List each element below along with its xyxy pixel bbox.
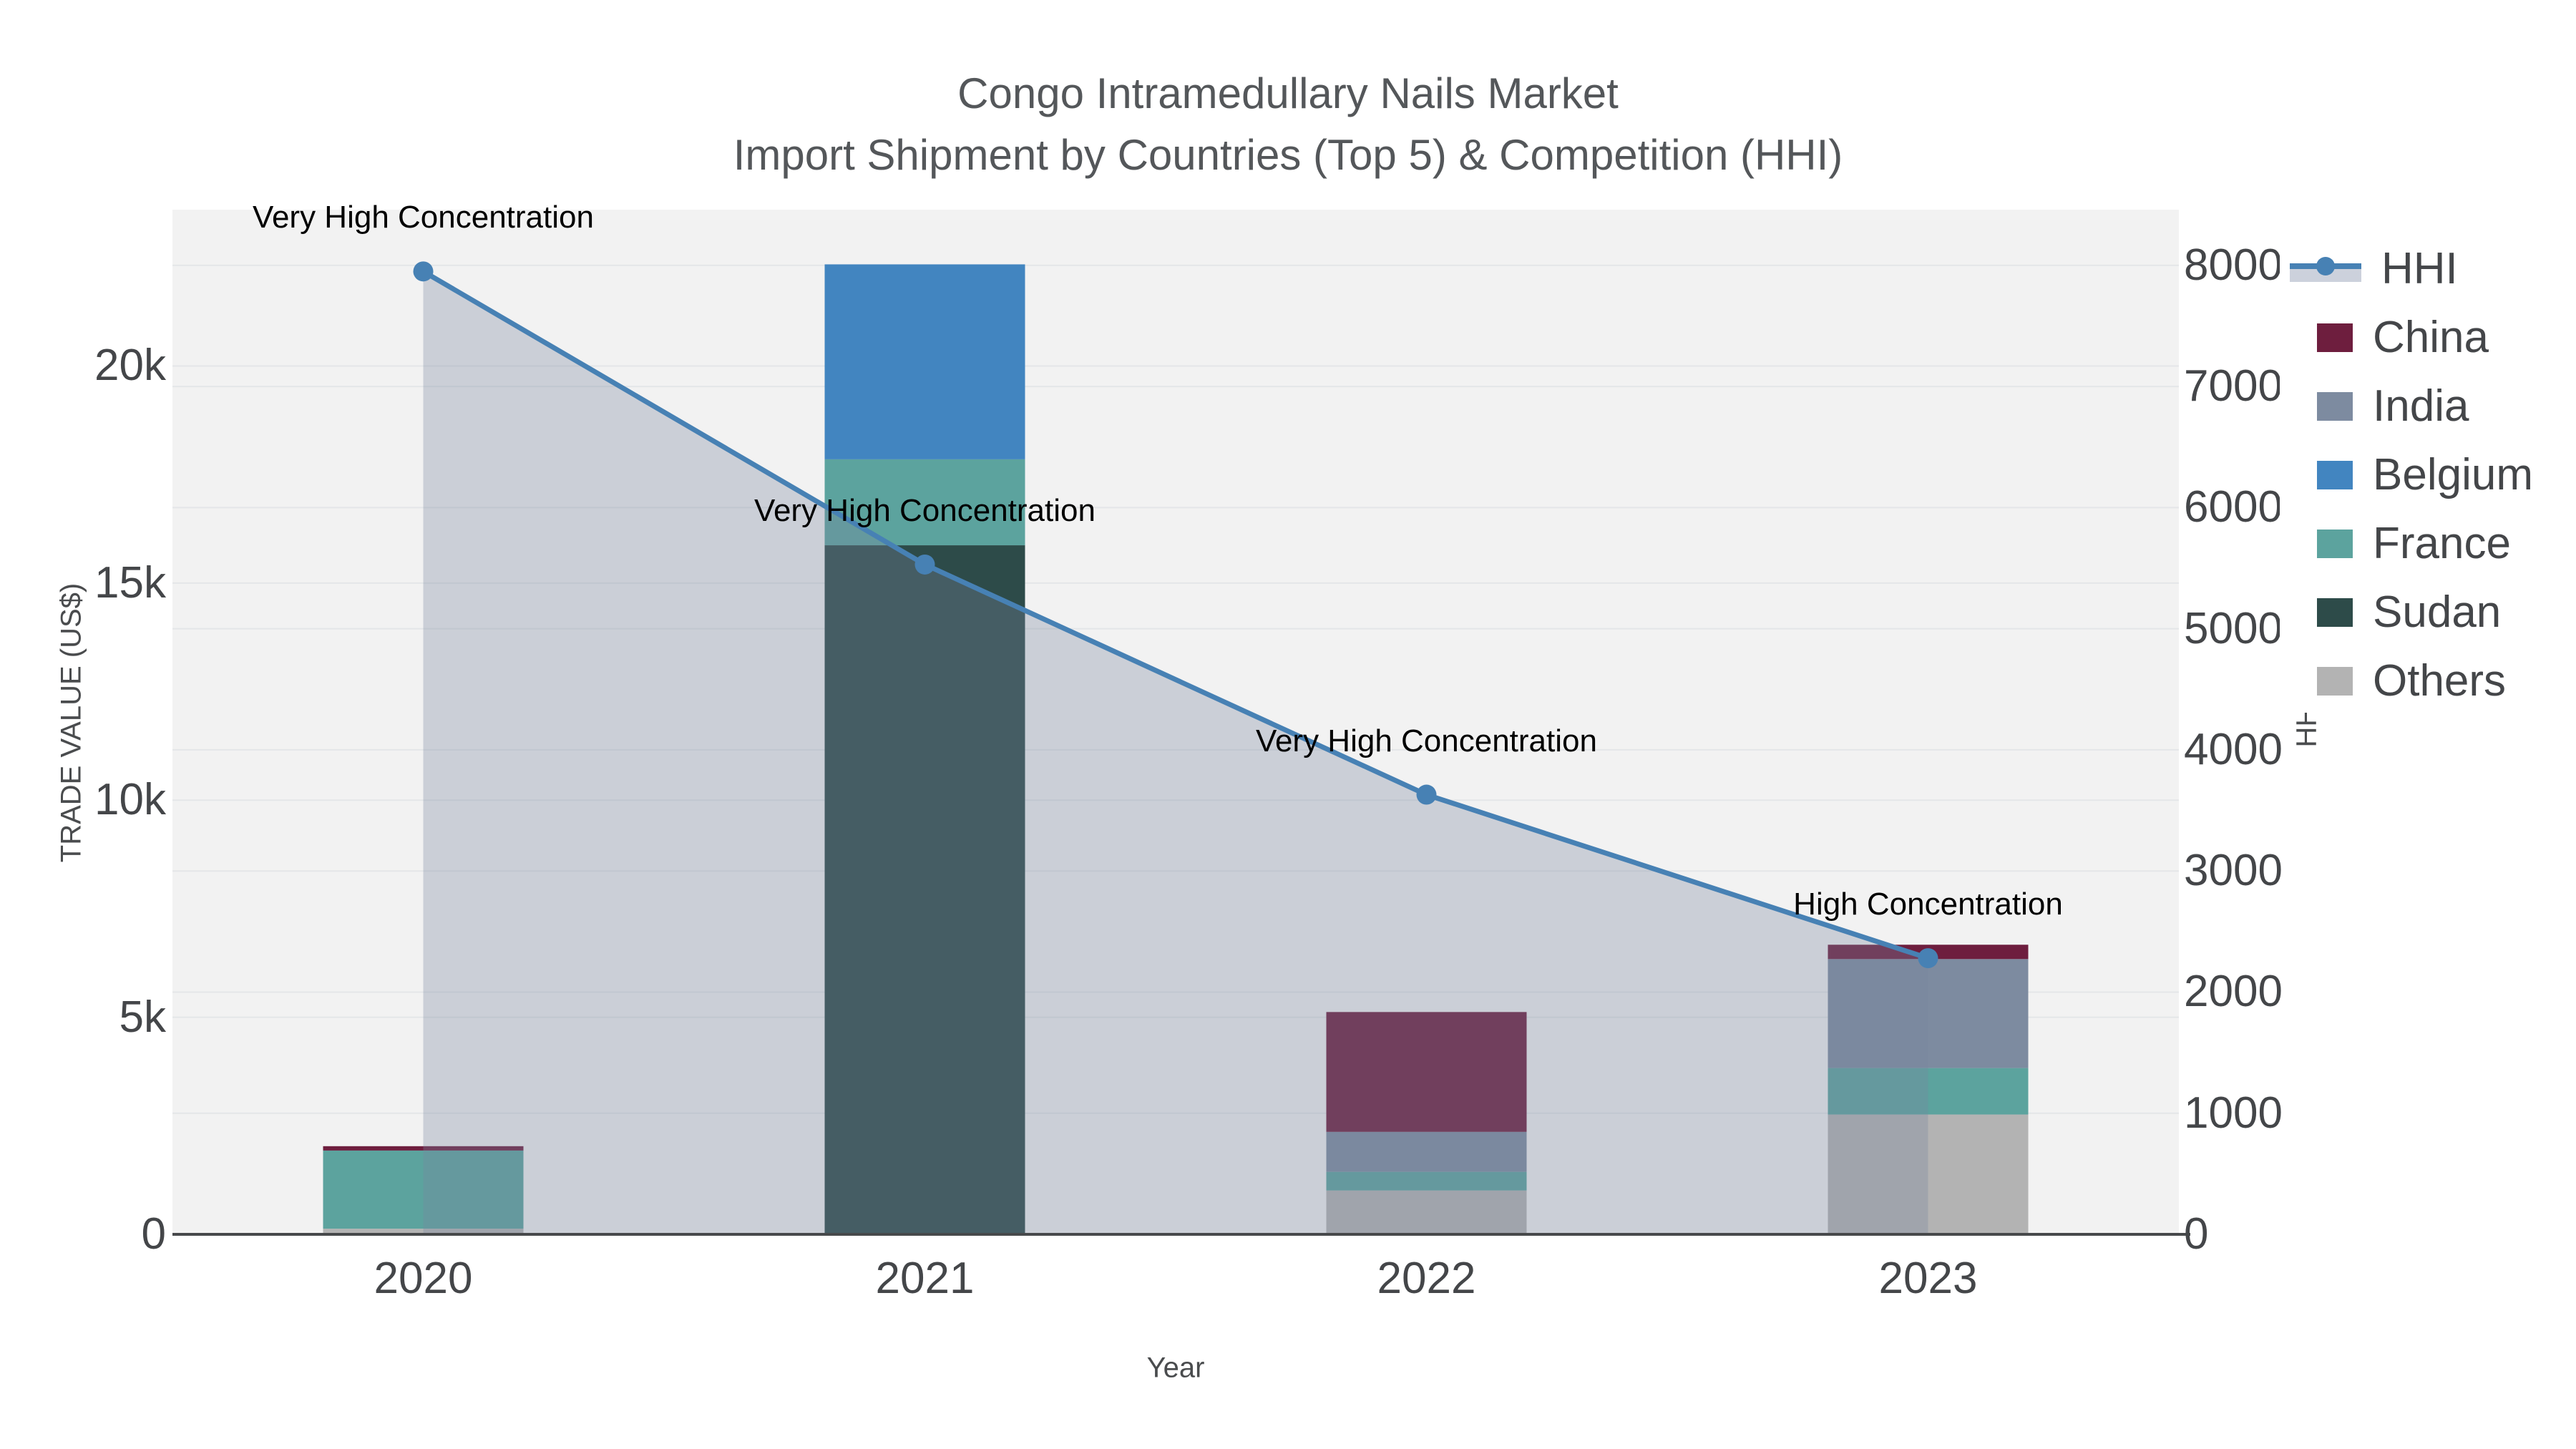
hhi-annotation-2020: Very High Concentration xyxy=(253,200,594,235)
bar-segment-france-2023 xyxy=(1828,1068,2029,1115)
hhi-annotation-2023: High Concentration xyxy=(1793,887,2063,922)
china-swatch-icon xyxy=(2317,323,2353,352)
others-swatch-icon xyxy=(2317,667,2353,696)
bar-segment-others-2023 xyxy=(1828,1114,2029,1234)
y2-tick-label: 5000 xyxy=(2184,603,2283,653)
legend-label: China xyxy=(2373,313,2489,362)
x-axis-title: Year xyxy=(1146,1352,1205,1384)
x-tick-label: 2023 xyxy=(1878,1254,1978,1303)
x-tick-label: 2021 xyxy=(875,1254,975,1303)
legend-label: India xyxy=(2373,381,2469,431)
bar-segment-china-2022 xyxy=(1326,1012,1527,1132)
legend-label: Sudan xyxy=(2373,587,2502,637)
hhi-marker-2020 xyxy=(413,261,434,282)
y2-tick-label: 2000 xyxy=(2184,967,2283,1017)
bar-segment-sudan-2021 xyxy=(824,545,1025,1234)
x-tick-label: 2022 xyxy=(1377,1254,1476,1303)
y1-tick-label: 15k xyxy=(94,557,166,608)
y2-tick-label: 8000 xyxy=(2184,240,2283,290)
hhi-annotation-2022: Very High Concentration xyxy=(1256,723,1597,758)
legend-item-france[interactable]: France xyxy=(2280,509,2576,578)
legend-item-china[interactable]: China xyxy=(2280,303,2576,372)
hhi-area-fill xyxy=(423,271,1928,1235)
bar-segment-others-2020 xyxy=(323,1229,524,1234)
y1-tick-label: 5k xyxy=(119,992,166,1042)
y2-tick-label: 4000 xyxy=(2184,724,2283,774)
bar-segment-france-2021 xyxy=(824,459,1025,546)
legend-item-sudan[interactable]: Sudan xyxy=(2280,578,2576,647)
y2-tick-label: 6000 xyxy=(2184,482,2283,532)
hhi-annotation-2021: Very High Concentration xyxy=(754,492,1096,528)
legend-label: Others xyxy=(2373,656,2507,706)
belgium-swatch-icon xyxy=(2317,461,2353,489)
hhi-marker-2021 xyxy=(914,554,935,575)
y2-tick-label: 3000 xyxy=(2184,846,2283,896)
hhi-line-icon xyxy=(2290,255,2361,283)
y1-tick-label: 20k xyxy=(94,341,166,391)
legend-label: France xyxy=(2373,519,2511,568)
legend-item-india[interactable]: India xyxy=(2280,372,2576,441)
bar-segment-belgium-2021 xyxy=(824,264,1025,459)
hhi-marker-2022 xyxy=(1416,784,1437,805)
chart-subtitle: Import Shipment by Countries (Top 5) & C… xyxy=(733,131,1843,179)
legend-item-others[interactable]: Others xyxy=(2280,647,2576,716)
x-tick-label: 2020 xyxy=(374,1254,473,1303)
x-axis-line xyxy=(172,1233,2190,1236)
y1-tick-label: 0 xyxy=(141,1209,166,1259)
bar-segment-india-2022 xyxy=(1326,1131,1527,1172)
legend-label: Belgium xyxy=(2373,450,2533,499)
bar-segment-france-2022 xyxy=(1326,1171,1527,1191)
legend: HHI China India Belgium France Sudan Oth… xyxy=(2280,235,2576,713)
bar-segment-india-2023 xyxy=(1828,959,2029,1068)
legend-item-hhi[interactable]: HHI xyxy=(2280,235,2576,303)
legend-item-belgium[interactable]: Belgium xyxy=(2280,441,2576,509)
hhi-line xyxy=(421,269,1929,961)
chart-title: Congo Intramedullary Nails Market xyxy=(957,69,1619,117)
y2-tick-label: 7000 xyxy=(2184,361,2283,411)
sudan-swatch-icon xyxy=(2317,598,2353,627)
y1-tick-label: 10k xyxy=(94,775,166,825)
bar-segment-china-2020 xyxy=(323,1146,524,1151)
bar-segment-france-2020 xyxy=(323,1150,524,1229)
hhi-marker-2023 xyxy=(1918,948,1938,969)
y2-tick-label: 0 xyxy=(2184,1209,2209,1259)
y2-tick-label: 1000 xyxy=(2184,1088,2283,1138)
india-swatch-icon xyxy=(2317,392,2353,421)
legend-label: HHI xyxy=(2381,244,2458,293)
bar-segment-others-2022 xyxy=(1326,1190,1527,1234)
y1-axis-title: TRADE VALUE (US$) xyxy=(55,582,87,863)
france-swatch-icon xyxy=(2317,530,2353,558)
